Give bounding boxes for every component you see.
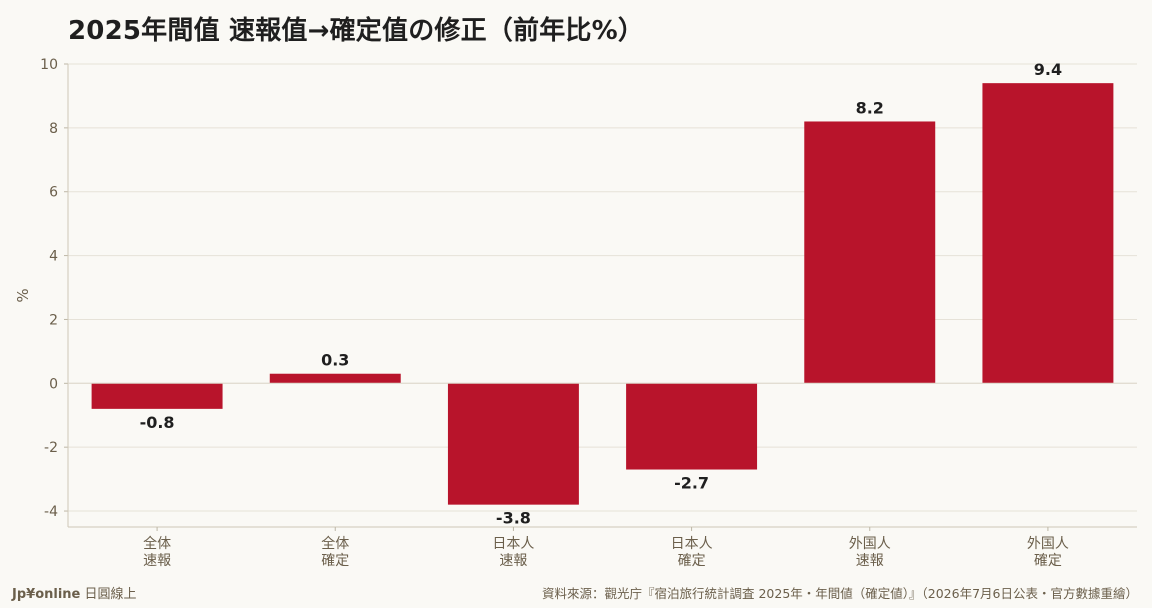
bar-value-label: -2.7 xyxy=(674,474,709,493)
y-tick-label: 6 xyxy=(49,185,58,201)
x-tick-label: 外国人 xyxy=(849,536,891,552)
x-tick-label: 速報 xyxy=(499,553,527,569)
x-tick-label: 全体 xyxy=(321,535,349,552)
y-tick-label: -2 xyxy=(44,440,58,456)
x-tick-label: 外国人 xyxy=(1027,536,1069,552)
bar-value-label: -3.8 xyxy=(496,509,531,528)
y-axis-label: % xyxy=(14,288,32,302)
bar-value-label: 8.2 xyxy=(856,98,884,117)
x-tick-label: 確定 xyxy=(678,553,706,569)
y-tick-label: 4 xyxy=(49,249,58,265)
bar xyxy=(447,383,579,505)
bar xyxy=(804,121,936,384)
x-tick-label: 日本人 xyxy=(671,536,713,552)
bar xyxy=(269,373,401,384)
bar-value-label: -0.8 xyxy=(140,413,175,432)
y-tick-label: 10 xyxy=(40,57,58,73)
x-tick-label: 確定 xyxy=(1034,553,1062,569)
source-note: 資料來源：觀光庁『宿泊旅行統計調査 2025年・年間値（確定値）』（2026年7… xyxy=(541,586,1138,601)
bar xyxy=(982,83,1114,384)
x-tick-label: 日本人 xyxy=(492,536,534,552)
x-tick-label: 速報 xyxy=(143,553,171,569)
brand-name: Jp¥online xyxy=(12,587,81,602)
y-tick-label: 8 xyxy=(49,121,58,137)
bar-value-label: 9.4 xyxy=(1034,60,1062,79)
y-tick-label: 0 xyxy=(49,376,58,392)
y-tick-label: 2 xyxy=(49,312,58,328)
x-tick-label: 確定 xyxy=(321,553,349,569)
x-tick-label: 全体 xyxy=(143,535,171,552)
y-tick-label: -4 xyxy=(44,504,58,520)
x-tick-label: 速報 xyxy=(856,553,884,569)
footer-brand: Jp¥online 日圓線上 xyxy=(12,583,137,602)
bar xyxy=(626,383,758,470)
bar-value-label: 0.3 xyxy=(321,351,349,370)
chart-title: 2025年間值 速報值→確定值の修正（前年比%） xyxy=(68,16,645,46)
bar xyxy=(91,383,223,409)
brand-subtitle: 日圓線上 xyxy=(84,587,137,602)
